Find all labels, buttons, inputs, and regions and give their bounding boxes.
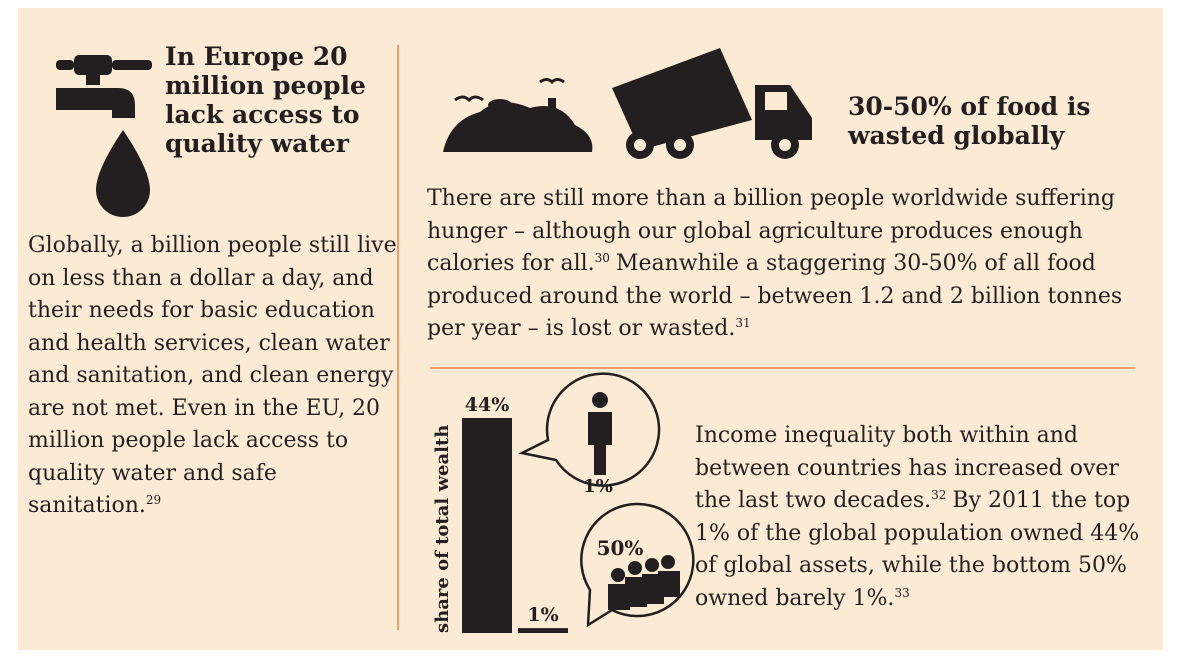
callout-label: 1% [583, 476, 613, 497]
footnote: 30 [594, 251, 610, 265]
text: Income inequality both within and betwee… [695, 423, 1119, 513]
income-body: Income inequality both within and betwee… [695, 420, 1150, 615]
text: Globally, a billion people still live on… [28, 233, 397, 518]
bar-label: 1% [527, 604, 558, 626]
footnote: 29 [145, 493, 162, 507]
bar [518, 628, 568, 633]
tap-icon [56, 55, 152, 217]
callout-top [518, 372, 661, 487]
text: Meanwhile a staggering 30-50% of all foo… [427, 251, 1123, 341]
water-title: In Europe 20 million people lack access … [165, 42, 366, 158]
text: By 2011 the top 1% of the global populat… [695, 488, 1140, 611]
callout-label: 50% [597, 536, 644, 560]
water-body: Globally, a billion people still live on… [28, 230, 398, 523]
axis-label: share of total wealth [432, 425, 453, 633]
footnote: 31 [735, 316, 751, 330]
bar-label: 44% [465, 394, 510, 416]
food-body: There are still more than a billion peop… [427, 183, 1162, 346]
callout-bottom [580, 502, 695, 628]
bar [462, 418, 512, 633]
text: There are still more than a billion peop… [427, 186, 1116, 276]
waste-icon [443, 48, 812, 159]
footnote: 33 [894, 585, 910, 600]
food-title: 30-50% of food is wasted globally [848, 92, 1091, 150]
footnote: 32 [931, 488, 947, 502]
